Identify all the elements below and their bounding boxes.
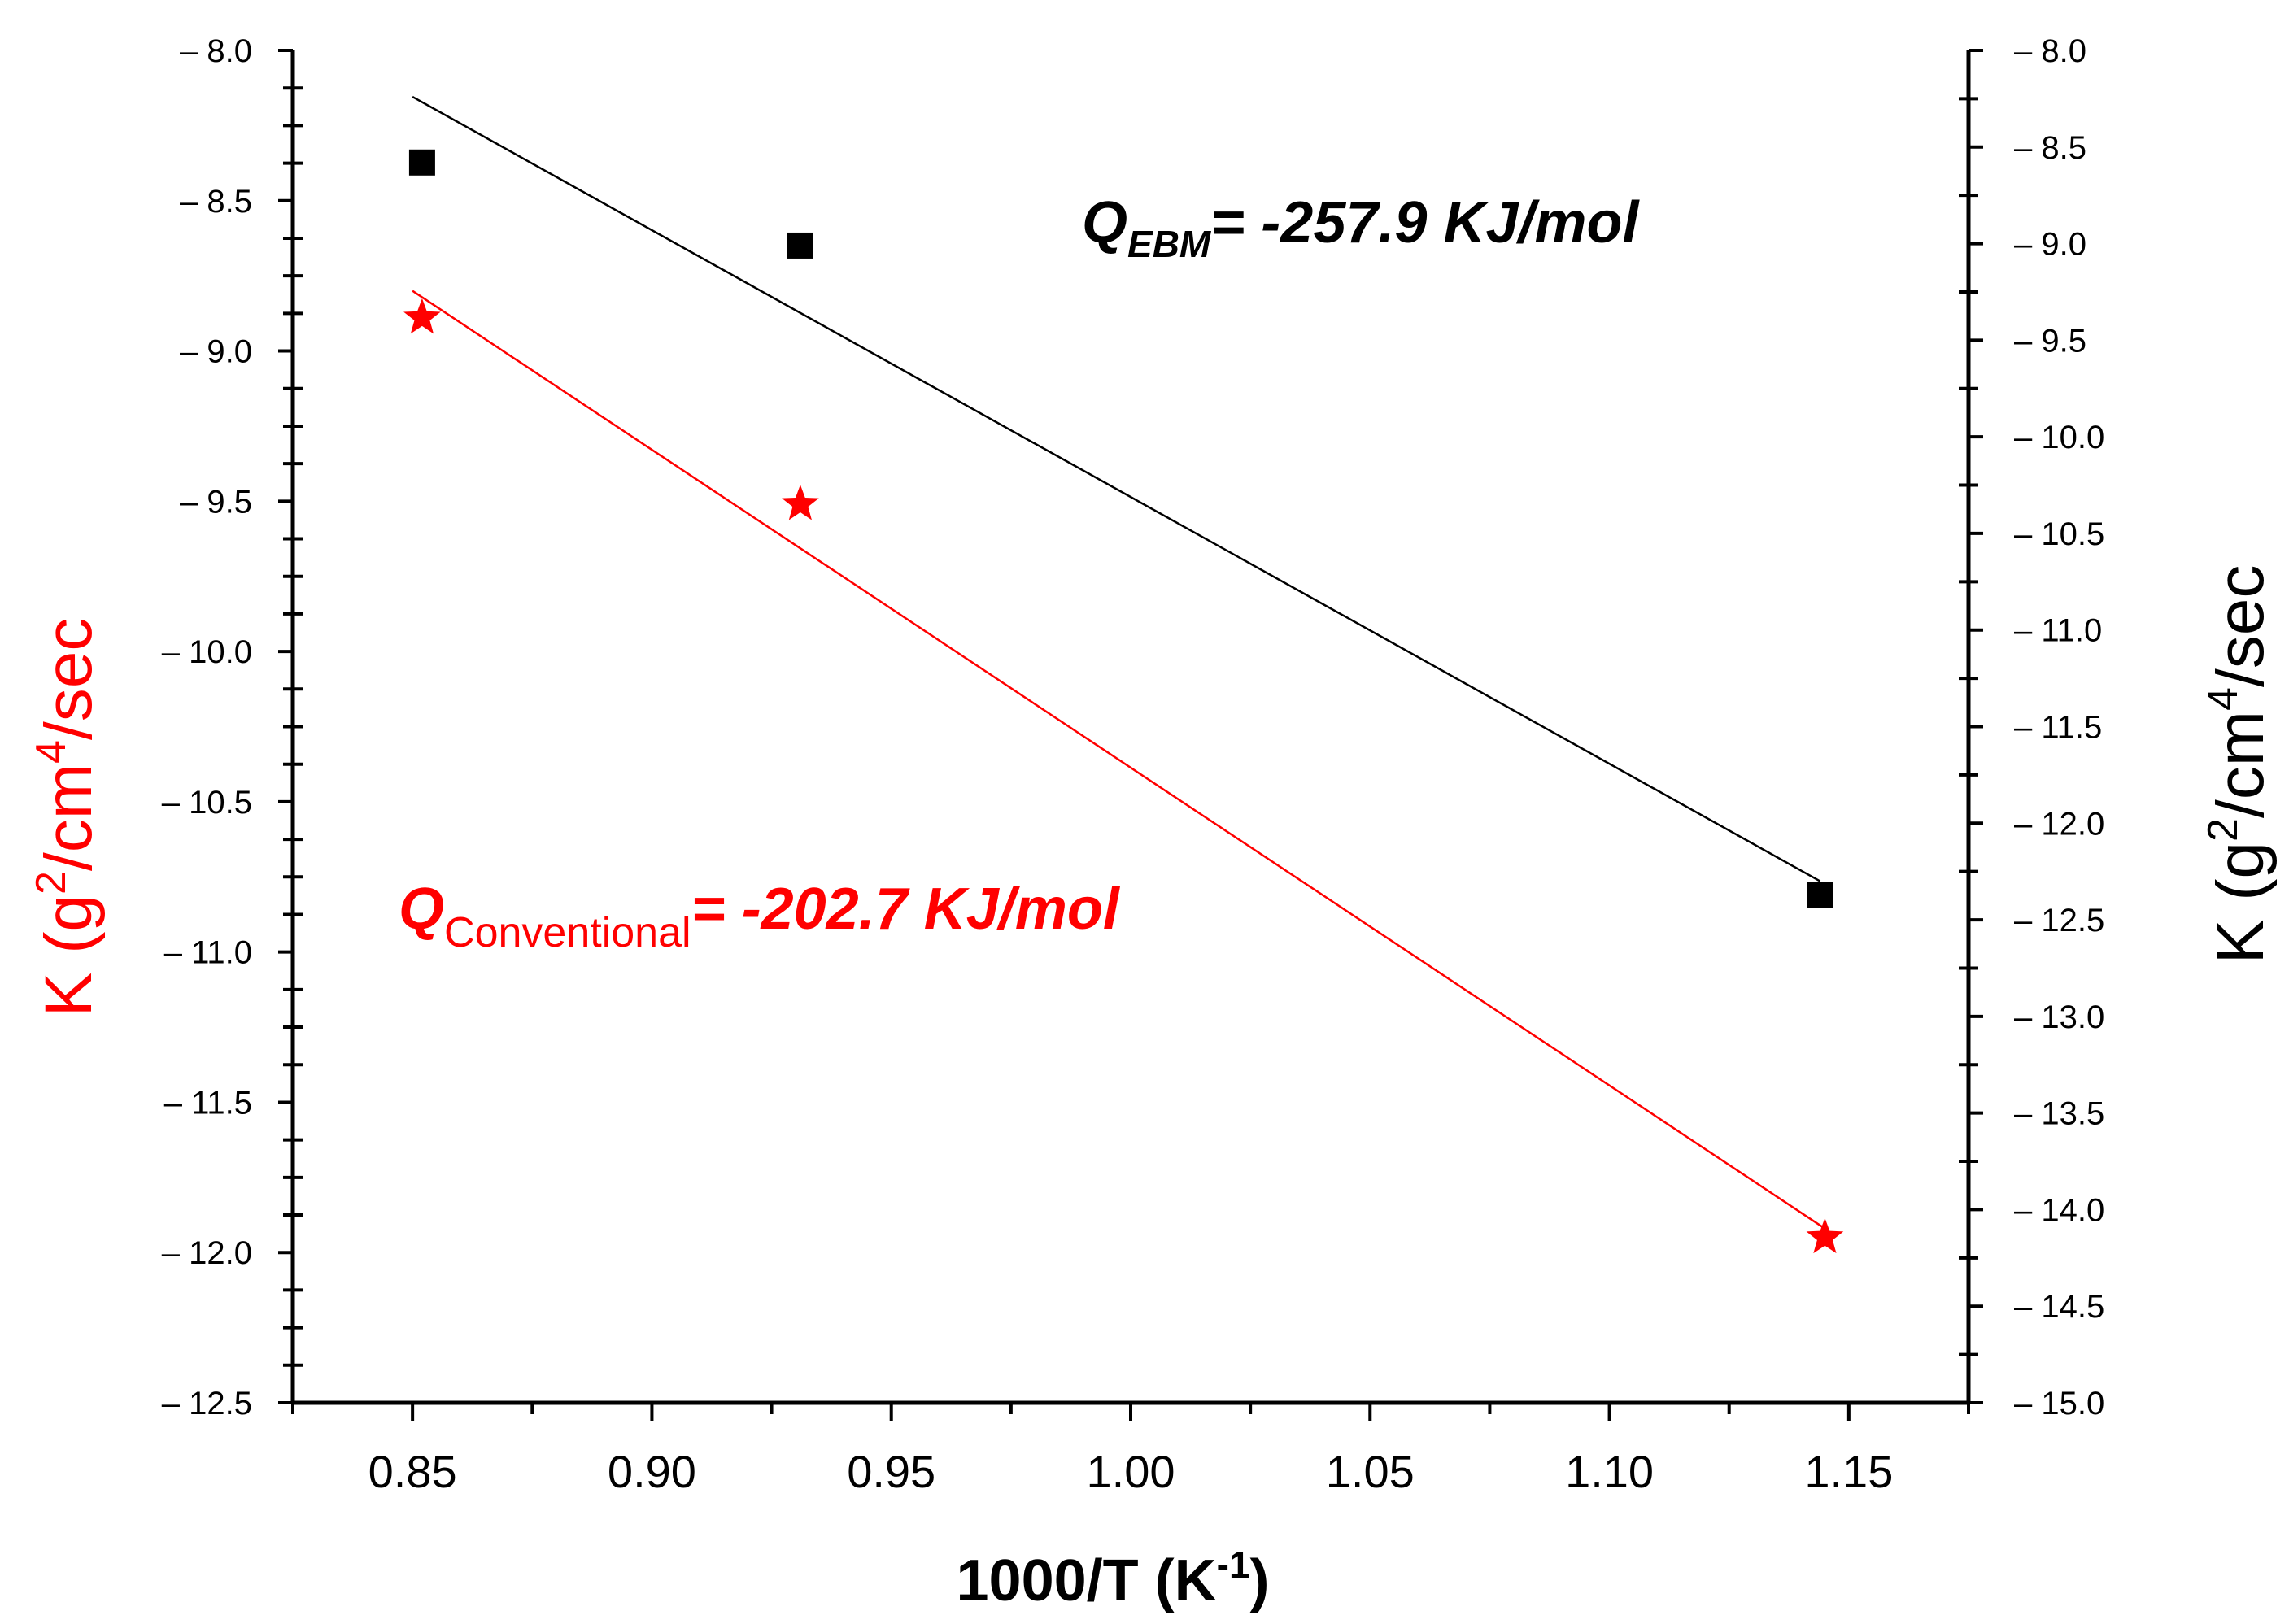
annotation-q-ebm: QEBM= -257.9 KJ/mol [1082, 190, 1641, 265]
q-conv-sub: Conventional [444, 909, 691, 956]
y-right-tick-label: – 9.5 [2014, 323, 2086, 359]
ticks: 0.85 0.90 0.95 1.00 1.05 1.10 1.15 – 8.0 – 8.5 – … [162, 33, 2104, 1497]
y-right-tick-label: – 8.0 [2014, 33, 2086, 69]
y-right-tick-label: – 11.5 [2014, 710, 2102, 746]
y-right-title-sup2: 4 [2200, 687, 2247, 711]
x-axis-title-sup: -1 [1217, 1543, 1250, 1586]
x-tick-label: 1.15 [1804, 1446, 1893, 1497]
y-right-tick-label: – 14.5 [2014, 1289, 2104, 1325]
x-tick-label: 0.90 [608, 1446, 696, 1497]
y-right-tick-label: – 9.0 [2014, 227, 2086, 263]
x-axis-title-end: ) [1250, 1548, 1270, 1613]
y-axis-left-title: K (g2/cm4/sec [28, 618, 106, 1017]
data-points [403, 149, 1844, 1254]
y-left-tick-label: – 12.0 [162, 1235, 252, 1271]
y-left-tick-label: – 12.5 [162, 1386, 252, 1422]
annotation-q-conventional: QConventional= -202.7 KJ/mol [399, 877, 1121, 956]
q-ebm-q: Q [1082, 190, 1127, 255]
x-tick-label: 1.00 [1087, 1446, 1175, 1497]
y-left-tick-label: – 10.5 [162, 785, 252, 821]
data-point-conventional [782, 485, 819, 520]
y-right-tick-label: – 13.5 [2014, 1096, 2104, 1132]
y-left-tick-label: – 9.5 [180, 484, 252, 520]
y-left-title-sup2: 4 [28, 740, 75, 764]
y-left-tick-label: – 8.5 [180, 184, 252, 220]
x-tick-label: 0.85 [368, 1446, 457, 1497]
data-point-conventional [403, 298, 441, 334]
y-right-tick-label: – 8.5 [2014, 130, 2086, 166]
x-tick-label: 1.10 [1565, 1446, 1654, 1497]
y-right-title-mid: /cm [2204, 711, 2278, 818]
x-axis-title: 1000/T (K-1) [956, 1543, 1269, 1613]
y-right-tick-label: – 13.0 [2014, 999, 2104, 1035]
x-tick-label: 1.05 [1326, 1446, 1415, 1497]
y-right-tick-label: – 10.0 [2014, 420, 2104, 455]
data-point-conventional [1806, 1217, 1844, 1254]
y-right-tick-label: – 11.0 [2014, 613, 2102, 649]
x-tick-label: 0.95 [847, 1446, 935, 1497]
fit-lines [412, 95, 1826, 1230]
y-left-title-mid: /cm [32, 764, 106, 871]
y-right-title-end: /sec [2204, 565, 2278, 687]
y-right-tick-label: – 12.5 [2014, 903, 2104, 938]
q-conv-text: = -202.7 KJ/mol [691, 877, 1121, 942]
q-ebm-sub: EBM [1127, 223, 1212, 265]
data-point-ebm [1807, 882, 1833, 908]
y-left-tick-label: – 9.0 [180, 334, 252, 370]
y-right-tick-label: – 12.0 [2014, 806, 2104, 842]
y-left-title-base: K (g [32, 895, 106, 1017]
y-right-tick-label: – 15.0 [2014, 1386, 2104, 1422]
q-ebm-text: = -257.9 KJ/mol [1210, 190, 1640, 255]
q-conv-q: Q [399, 877, 444, 942]
y-right-title-sup1: 2 [2200, 818, 2247, 842]
y-right-tick-label: – 14.0 [2014, 1192, 2104, 1228]
fit-line-ebm [412, 95, 1821, 882]
y-left-tick-label: – 11.5 [164, 1085, 252, 1121]
y-left-title-end: /sec [32, 618, 106, 740]
y-right-title-base: K (g [2204, 842, 2278, 964]
y-left-tick-label: – 11.0 [164, 935, 252, 971]
y-left-tick-label: – 8.0 [180, 33, 252, 69]
fit-line-conventional [412, 290, 1826, 1230]
y-left-title-sup1: 2 [28, 871, 75, 895]
data-point-ebm [408, 149, 435, 176]
data-point-ebm [787, 232, 813, 259]
y-left-tick-label: – 10.0 [162, 634, 252, 670]
y-right-tick-label: – 10.5 [2014, 516, 2104, 552]
y-axis-right-title: K (g2/cm4/sec [2200, 565, 2278, 964]
x-axis-title-base: 1000/T (K [956, 1548, 1216, 1613]
